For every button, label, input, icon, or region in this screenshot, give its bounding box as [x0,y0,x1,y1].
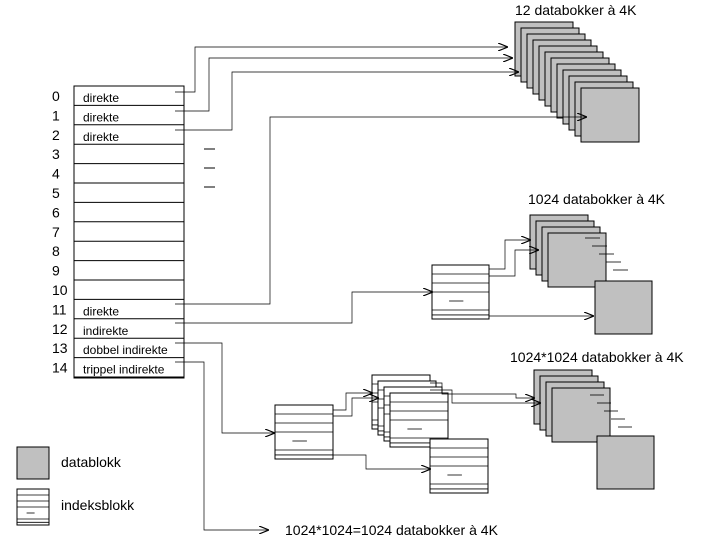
single-indirect-group [175,214,653,335]
row-index: 7 [52,224,60,240]
row-index: 10 [52,282,68,298]
row-index: 6 [52,204,60,220]
double-indirect-label: 1024*1024 databokker à 4K [510,349,684,365]
row-index: 11 [52,301,67,317]
legend-data-block-swatch [16,446,50,480]
index-block [274,404,334,460]
inode-row: 4 [52,166,184,184]
wire-double-13 [175,342,274,433]
row-index: 8 [52,243,60,259]
wire-index-to-data [489,250,538,277]
wire-direct-1 [175,58,512,112]
direct-blocks-label: 12 databokker à 4K [515,2,637,18]
wire-triple-14 [175,361,268,530]
inode-row: 2 direkte [52,127,184,145]
wire-direct-2 [175,72,518,131]
triple-indirect-group: 1024*1024=1024 databokker à 4K [175,361,499,538]
row-label: direkte [83,91,119,105]
index-block-stack [371,374,449,448]
legend-index-block-label: indeksblokk [61,497,135,513]
wire-index-to-data [430,382,534,398]
row-index: 9 [52,263,60,279]
row-label: direkte [83,304,119,318]
inode-row: 13 dobbel indirekte [52,340,184,359]
inode-row: 0 direkte [52,88,184,106]
inode-row: 9 [52,263,184,281]
wire-index-to-index [333,398,378,417]
index-block-shape [431,264,490,320]
wire-index-to-index [333,393,372,411]
single-indirect-label: 1024 databokker à 4K [528,191,666,207]
row-index: 3 [52,146,60,162]
data-block [596,435,655,490]
inode-row: 6 [52,204,184,223]
direct-data-block-stack [514,21,640,143]
index-block-shape [429,438,489,494]
inode-row: 5 [52,185,184,203]
wire-direct-11 [175,117,586,305]
inode-row: 7 [52,224,184,242]
index-block-shape [16,488,50,526]
legend: datablokk indeksblokk [16,446,135,526]
data-block [547,232,607,288]
row-index: 4 [52,166,60,182]
inode-row: 12 indirekte [52,321,184,339]
row-label: trippel indirekte [83,363,165,377]
inode-row: 10 [52,282,184,300]
data-block [594,280,653,335]
row-index: 2 [52,127,60,143]
wire-index-to-data [430,389,540,403]
legend-index-block-swatch [16,488,50,526]
inode-row: 3 [52,146,184,165]
inode-row: 1 direkte [52,107,184,126]
row-label: direkte [83,130,119,144]
row-index: 1 [52,107,60,123]
direct-pointer-wires [175,47,586,305]
double-indirect-group [175,342,655,494]
row-index: 14 [52,360,68,376]
index-block-shape [389,392,449,448]
row-label: indirekte [83,324,129,338]
inode-table: 0 direkte 1 direkte 2 direkte 3 4 5 6 7 8 9 10 11 direk… [52,85,185,379]
wire-index-to-index [333,454,430,469]
row-label: dobbel indirekte [83,343,168,357]
inode-row: 14 trippel indirekte [52,360,184,378]
data-block [551,387,611,443]
inode-row: 8 [52,243,184,262]
row-label: direkte [83,110,119,124]
inode-row: 11 direkte [52,301,184,320]
wire-indirect-12 [175,292,432,324]
wire-direct-0 [175,47,507,93]
index-block [431,264,490,320]
data-block [580,87,640,143]
triple-indirect-label: 1024*1024=1024 databokker à 4K [285,522,499,538]
wire-index-to-data [489,240,530,270]
double-data-block-stack [533,369,632,443]
legend-data-block-label: datablokk [61,454,122,470]
single-data-block-stack [529,214,628,288]
inode-table-frame [73,85,185,379]
row-index: 0 [52,88,60,104]
index-block-shape [274,404,334,460]
row-index: 5 [52,185,60,201]
row-index: 13 [52,340,68,356]
row-index: 12 [52,321,68,337]
index-block [429,438,489,494]
